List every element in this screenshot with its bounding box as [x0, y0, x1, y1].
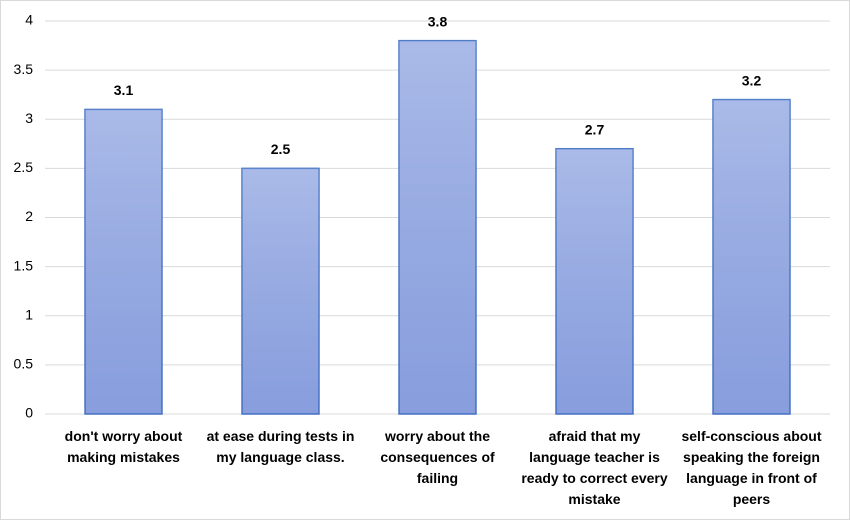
y-tick-label: 2 — [25, 208, 33, 224]
y-tick-label: 0 — [25, 405, 33, 421]
bar — [241, 167, 320, 415]
data-label: 2.5 — [271, 141, 291, 157]
y-tick-label: 0.5 — [14, 356, 34, 372]
x-tick-label: don't worry about making mistakes — [64, 428, 183, 465]
bar — [398, 39, 477, 415]
y-tick-label: 3.5 — [14, 61, 34, 77]
x-tick-label-box: don't worry about making mistakes — [64, 428, 183, 465]
y-tick-label: 2.5 — [14, 159, 34, 175]
y-tick-label: 1.5 — [14, 257, 34, 273]
data-label: 3.1 — [114, 82, 134, 98]
x-tick-label: afraid that my language teacher is ready… — [521, 428, 668, 507]
y-tick-label: 4 — [25, 12, 33, 28]
x-tick-label-box: self-conscious about speaking the foreig… — [681, 428, 822, 507]
data-label: 2.7 — [585, 121, 605, 137]
data-label: 3.2 — [742, 72, 762, 88]
x-tick-label-box: at ease during tests in my language clas… — [206, 428, 355, 465]
x-tick-label: at ease during tests in my language clas… — [206, 428, 355, 465]
bar — [555, 147, 634, 415]
x-tick-label: worry about the consequences of failing — [380, 428, 495, 486]
bar — [712, 98, 791, 415]
x-tick-label-box: afraid that my language teacher is ready… — [521, 428, 668, 507]
y-tick-label: 3 — [25, 110, 33, 126]
x-tick-label-box: worry about the consequences of failing — [380, 428, 495, 486]
bar — [84, 108, 163, 415]
y-tick-label: 1 — [25, 306, 33, 322]
x-tick-label: self-conscious about speaking the foreig… — [681, 428, 822, 507]
data-label: 3.8 — [428, 13, 448, 29]
